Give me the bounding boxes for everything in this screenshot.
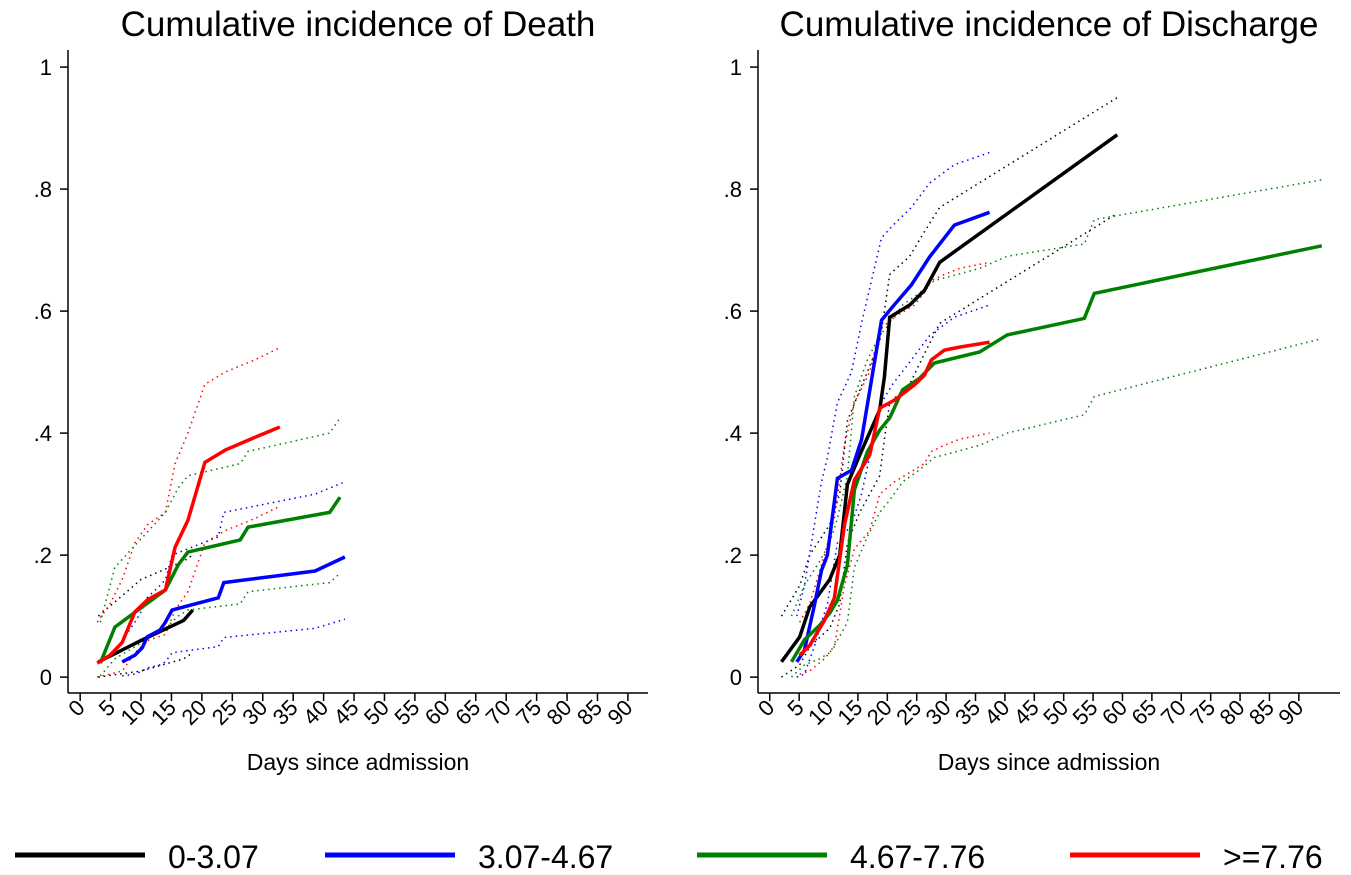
y-tick-label: 1 (730, 55, 742, 80)
series-line (780, 133, 1119, 663)
y-tick-label: 1 (40, 55, 52, 80)
x-tick-label: 0 (753, 695, 779, 721)
series-line (96, 425, 281, 665)
ci-line (790, 179, 1322, 617)
ci-line (796, 151, 990, 617)
y-tick-label: 0 (40, 665, 52, 690)
y-tick-label: .2 (34, 543, 52, 568)
chart-title: Cumulative incidence of Discharge (780, 5, 1319, 44)
legend-label: 4.67-7.76 (850, 839, 985, 875)
ci-line (122, 618, 346, 677)
x-axis-label: Days since admission (938, 749, 1160, 775)
y-tick-label: .8 (34, 177, 52, 202)
ci-line (99, 572, 341, 677)
ci-line (97, 554, 194, 617)
series-line (121, 555, 346, 664)
ci-line (121, 481, 346, 641)
series-line (98, 496, 342, 664)
x-tick-label: 90 (602, 695, 637, 730)
legend-label: 0-3.07 (168, 839, 259, 875)
y-tick-label: .8 (724, 177, 742, 202)
legend-label: >=7.76 (1223, 839, 1323, 875)
y-tick-label: .6 (724, 299, 742, 324)
y-tick-label: .4 (724, 421, 742, 446)
x-tick-label: 5 (94, 695, 120, 721)
y-tick-label: 0 (730, 665, 742, 690)
ci-line (96, 347, 281, 623)
y-tick-label: .2 (724, 543, 742, 568)
series-line (798, 340, 990, 657)
x-tick-label: 5 (782, 695, 808, 721)
x-axis-label: Days since admission (247, 749, 469, 775)
x-tick-label: 90 (1273, 695, 1308, 730)
series-line (97, 608, 195, 664)
legend-label: 3.07-4.67 (478, 839, 613, 875)
x-tick-label: 0 (63, 695, 89, 721)
y-tick-label: .6 (34, 299, 52, 324)
ci-line (799, 261, 990, 623)
series-line (795, 210, 991, 663)
ci-line (790, 337, 1322, 678)
ci-line (780, 96, 1118, 617)
y-tick-label: .4 (34, 421, 52, 446)
chart-title: Cumulative incidence of Death (121, 5, 596, 44)
